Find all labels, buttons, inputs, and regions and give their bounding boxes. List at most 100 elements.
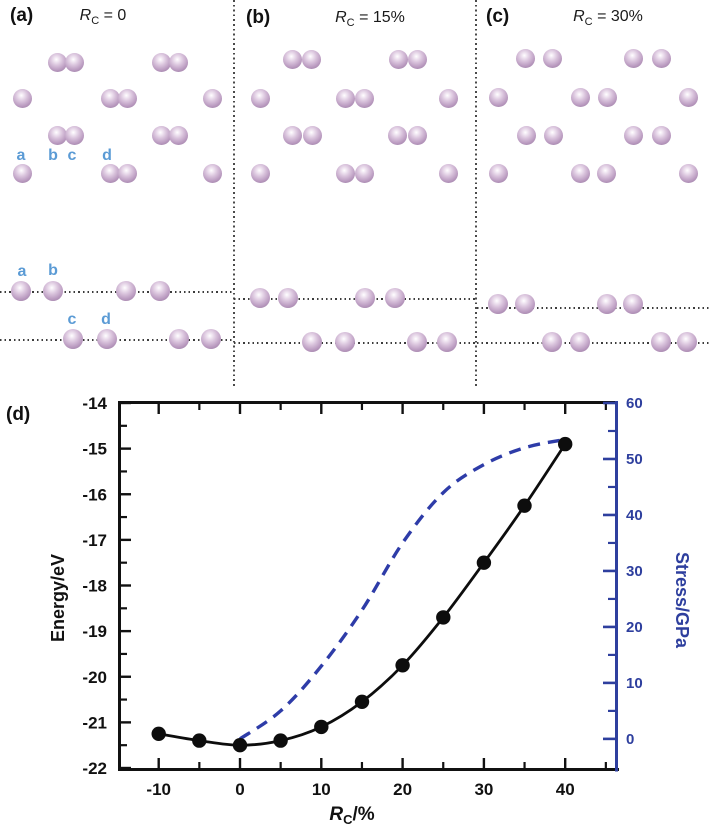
atom-sphere (387, 125, 407, 145)
atom-sphere (301, 49, 321, 69)
atom-sphere (623, 125, 643, 145)
site-label-b: b (48, 147, 58, 164)
atom-sphere-side (623, 294, 643, 314)
atom-sphere (438, 88, 458, 108)
y-right-axis-title: Stress/GPa (672, 552, 692, 649)
atom-sphere (282, 49, 302, 69)
x-axis-title-subscript: C (343, 812, 353, 827)
atom-sphere (407, 125, 427, 145)
atom-sphere-side (169, 329, 189, 349)
atom-sphere-side (355, 288, 375, 308)
site-label-b: b (48, 262, 58, 279)
atom-sphere (47, 52, 67, 72)
atom-sphere-side (597, 294, 617, 314)
panel-separator-line (475, 0, 477, 388)
data-point (151, 726, 166, 741)
atom-sphere (250, 163, 270, 183)
site-label-a: a (17, 263, 27, 280)
x-tick-label: 30 (474, 780, 493, 799)
atom-sphere (302, 125, 322, 145)
atom-sphere-side (515, 294, 535, 314)
y-right-tick-label: 40 (626, 507, 643, 524)
atom-sphere (488, 163, 508, 183)
rc-condition-label-b: RC = 15% (335, 9, 405, 29)
rc-value: = 15% (354, 9, 405, 26)
atom-sphere (12, 88, 32, 108)
data-point (273, 733, 288, 748)
atom-sphere-side (677, 332, 697, 352)
atom-sphere (151, 125, 171, 145)
atom-sphere (202, 88, 222, 108)
atom-sphere (651, 48, 671, 68)
atom-sphere (168, 125, 188, 145)
atom-sphere-side (437, 332, 457, 352)
atom-sphere (12, 163, 32, 183)
atom-sphere (488, 87, 508, 107)
rc-symbol: R (573, 8, 585, 25)
y-left-tick-label: -17 (82, 531, 107, 550)
x-tick-label: -10 (146, 780, 171, 799)
atom-sphere-side (97, 329, 117, 349)
site-label-c: c (67, 311, 77, 328)
panel-label-a: (a) (10, 5, 34, 26)
atom-sphere (117, 88, 137, 108)
energy-stress-chart: -10 0 10 20 30 40 -14 -15 -16 -17 -18 -19 -20 -21 -22 6… (48, 394, 692, 827)
atom-sphere (388, 49, 408, 69)
atom-sphere (678, 163, 698, 183)
data-point (558, 436, 573, 452)
x-axis-title: RC/% (329, 804, 374, 827)
x-tick-label: 40 (556, 780, 575, 799)
atom-sphere (438, 163, 458, 183)
x-axis-title-unit: /% (352, 804, 374, 825)
atom-sphere (597, 87, 617, 107)
y-right-tick-label: 50 (626, 451, 643, 468)
atom-sphere-side (302, 332, 322, 352)
atom-sphere-side (43, 281, 63, 301)
rc-condition-label-c: RC = 30% (573, 8, 643, 28)
energy-points (151, 436, 573, 753)
atom-sphere (64, 125, 84, 145)
atom-sphere-side (11, 281, 31, 301)
atom-sphere (516, 125, 536, 145)
data-point (517, 498, 532, 513)
panel-label-d: (d) (6, 404, 31, 425)
atom-sphere-side (385, 288, 405, 308)
y-left-tick-label: -14 (82, 394, 107, 413)
atom-sphere-side (335, 332, 355, 352)
atom-sphere (623, 48, 643, 68)
atom-sphere (335, 88, 355, 108)
x-tick-label: 0 (235, 780, 244, 799)
atom-sphere (515, 48, 535, 68)
atom-sphere-side (116, 281, 136, 301)
atom-sphere (282, 125, 302, 145)
panel-separator-line (233, 0, 235, 388)
x-tick-label: 20 (393, 780, 412, 799)
atom-sphere (168, 52, 188, 72)
atom-sphere (117, 163, 137, 183)
atom-sphere (64, 52, 84, 72)
site-label-a: a (16, 147, 26, 164)
atom-sphere (570, 163, 590, 183)
layer-guide-line (477, 307, 710, 309)
y-left-tick-label: -18 (82, 577, 107, 596)
data-point (192, 733, 207, 748)
data-point (476, 555, 492, 570)
site-label-d: d (101, 311, 111, 328)
atom-sphere-side (150, 281, 170, 301)
rc-subscript: C (584, 16, 593, 29)
panel-label-c: (c) (486, 6, 510, 27)
stress-curve (239, 437, 566, 741)
y-left-tick-label: -19 (82, 622, 107, 641)
atom-sphere-side (651, 332, 671, 352)
y-right-tick-label: 30 (626, 563, 643, 580)
atom-sphere (354, 88, 374, 108)
y-left-tick-label: -20 (82, 668, 107, 687)
atom-sphere-side (570, 332, 590, 352)
atom-sphere (596, 163, 616, 183)
data-point (314, 719, 329, 735)
atom-sphere (354, 163, 374, 183)
y-left-tick-label: -22 (82, 759, 107, 778)
atom-sphere (151, 52, 171, 72)
atom-sphere (570, 87, 590, 107)
atom-sphere-side (250, 288, 270, 308)
